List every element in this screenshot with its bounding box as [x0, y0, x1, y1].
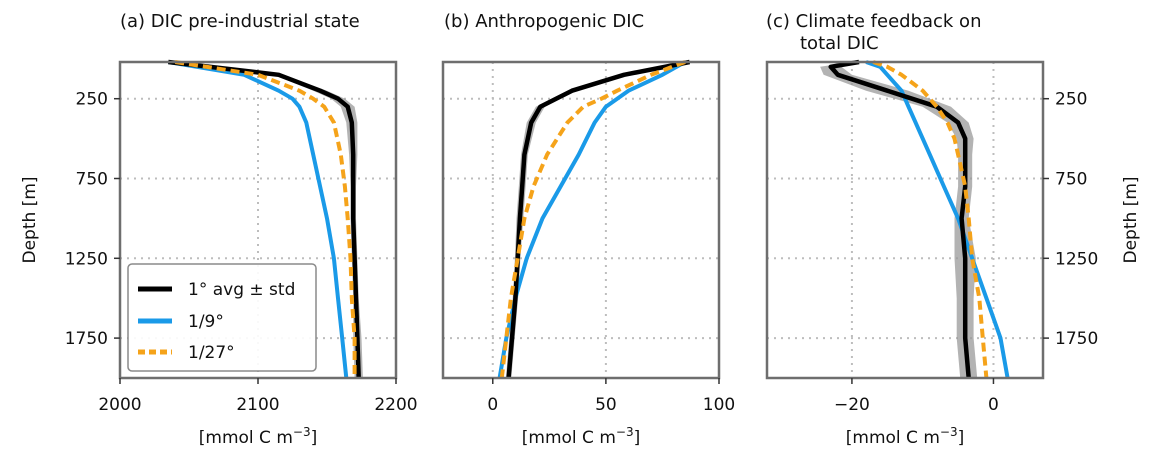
- y-tick-label: 750: [76, 170, 108, 190]
- series-line-r9: [497, 60, 687, 379]
- legend-label-r9: 1/9°: [188, 312, 224, 332]
- series-line-r27: [174, 60, 357, 378]
- y-tick-label: 1250: [1055, 249, 1098, 269]
- series-line-avg: [168, 59, 361, 379]
- y-tick-label: 750: [1055, 170, 1087, 190]
- panel-b: (b) Anthropogenic DIC 0 50 100 [mmol C m−3…: [441, 11, 735, 448]
- panel-c-title-line1: (c) Climate feedback on: [766, 11, 981, 32]
- panel-c-frame: [765, 60, 1045, 380]
- series-line-avg: [828, 59, 971, 379]
- x-tick-label: 0: [487, 395, 498, 415]
- series-line-r27: [872, 60, 989, 379]
- y-tick-label: 1750: [65, 329, 108, 349]
- y-tick-label: 250: [76, 90, 108, 110]
- legend-box: [127, 263, 317, 372]
- panel-c-std-band: [820, 62, 978, 378]
- x-tick-label: 100: [703, 395, 735, 415]
- panel-a-series: [167, 59, 361, 379]
- x-tick-label: 0: [988, 395, 999, 415]
- panel-b-title: (b) Anthropogenic DIC: [444, 11, 644, 32]
- panel-c-grid: [767, 62, 1043, 378]
- y-tick-label: 1250: [65, 249, 108, 269]
- series-line-r9: [865, 60, 1010, 379]
- panel-b-frame: [441, 60, 721, 380]
- x-tick-label: 2000: [98, 395, 141, 415]
- x-tick-label: 2100: [236, 395, 279, 415]
- panel-a-title: (a) DIC pre-industrial state: [120, 11, 360, 32]
- panel-a-x-label: [mmol C m−3]: [199, 425, 317, 448]
- std-band: [505, 62, 693, 378]
- panel-c-title-line2: total DIC: [800, 33, 879, 54]
- panel-c: (c) Climate feedback on total DIC −20 0 2…: [765, 11, 1141, 448]
- y-tick-label: 250: [1055, 90, 1087, 110]
- panel-c-y-ticks: 250 750 1250 1750: [1043, 90, 1098, 349]
- panel-b-std-band: [505, 62, 693, 378]
- std-band: [820, 62, 978, 378]
- series-line-avg: [506, 59, 691, 379]
- series-line-r27: [499, 60, 686, 379]
- x-tick-label: 2200: [374, 395, 417, 415]
- x-tick-label: 50: [595, 395, 617, 415]
- panel-a: (a) DIC pre-industrial state 2000 2100 220…: [20, 11, 418, 448]
- panel-c-x-label: [mmol C m−3]: [846, 425, 964, 448]
- panel-a-y-label: Depth [m]: [20, 176, 40, 263]
- panel-a-x-ticks: 2000 2100 2200: [98, 378, 418, 415]
- legend-label-avg: 1° avg ± std: [188, 280, 295, 300]
- panel-c-series: [828, 59, 1010, 379]
- panel-b-x-ticks: 0 50 100: [487, 378, 735, 415]
- panel-b-series: [497, 59, 691, 379]
- x-tick-label: −20: [834, 395, 870, 415]
- panel-b-x-label: [mmol C m−3]: [522, 425, 640, 448]
- y-tick-label: 1750: [1055, 329, 1098, 349]
- legend: 1° avg ± std 1/9° 1/27°: [127, 263, 317, 372]
- series-line-r9: [167, 60, 349, 379]
- panel-c-y-label: Depth [m]: [1121, 176, 1141, 263]
- panel-a-y-ticks: 250 750 1250 1750: [65, 90, 120, 349]
- legend-label-r27: 1/27°: [188, 343, 235, 363]
- panel-c-x-ticks: −20 0: [834, 378, 999, 415]
